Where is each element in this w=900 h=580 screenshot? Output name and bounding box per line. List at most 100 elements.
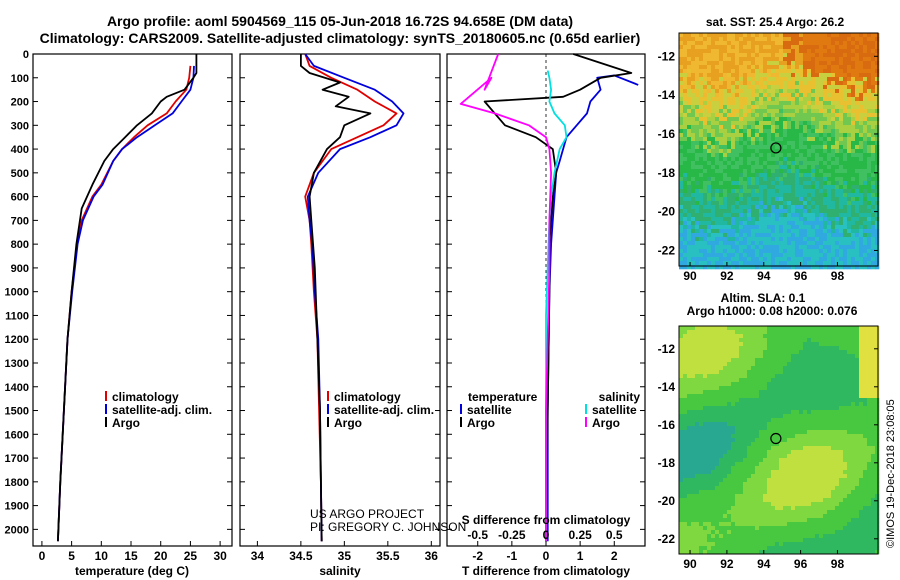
map-cell xyxy=(791,249,796,254)
map-cell xyxy=(803,422,808,427)
map-cell xyxy=(699,129,704,134)
map-cell xyxy=(791,450,796,455)
map-cell xyxy=(847,334,852,339)
map-cell xyxy=(843,173,848,178)
map-cell xyxy=(827,446,832,451)
map-cell xyxy=(823,350,828,355)
map-cell xyxy=(703,426,708,431)
map-cell xyxy=(747,414,752,419)
map-cell xyxy=(751,209,756,214)
map-cell xyxy=(839,221,844,226)
map-cell xyxy=(739,161,744,166)
map-cell xyxy=(735,446,740,451)
header-line1: Argo profile: aoml 5904569_115 05-Jun-20… xyxy=(107,13,573,29)
map-cell xyxy=(755,165,760,170)
map-cell xyxy=(791,237,796,242)
map-cell xyxy=(851,382,856,387)
map-cell xyxy=(875,446,880,451)
map-cell xyxy=(747,253,752,258)
map-cell xyxy=(831,97,836,102)
map-cell xyxy=(863,137,868,142)
map-cell xyxy=(763,49,768,54)
map-cell xyxy=(727,217,732,222)
map-cell xyxy=(847,422,852,427)
map-cell xyxy=(771,113,776,118)
map-cell xyxy=(739,438,744,443)
map-cell xyxy=(767,418,772,423)
map-cell xyxy=(695,338,700,343)
map-cell xyxy=(851,237,856,242)
map-cell xyxy=(699,189,704,194)
map-cell xyxy=(683,169,688,174)
map-cell xyxy=(723,358,728,363)
map-cell xyxy=(679,438,684,443)
map-cell xyxy=(759,85,764,90)
map-cell xyxy=(771,450,776,455)
map-cell xyxy=(791,209,796,214)
map-cell xyxy=(851,249,856,254)
map-cell xyxy=(679,237,684,242)
map-cell xyxy=(695,229,700,234)
map-cell xyxy=(723,205,728,210)
map-cell xyxy=(683,161,688,166)
map-cell xyxy=(791,105,796,110)
map-cell xyxy=(831,125,836,130)
map-cell xyxy=(747,137,752,142)
map-cell xyxy=(731,137,736,142)
map-cell xyxy=(847,153,852,158)
map-cell xyxy=(843,382,848,387)
map-cell xyxy=(787,45,792,50)
map-cell xyxy=(855,382,860,387)
map-cell xyxy=(759,418,764,423)
map-cell xyxy=(751,334,756,339)
map-cell xyxy=(783,49,788,54)
map-cell xyxy=(763,241,768,246)
map-cell xyxy=(815,406,820,411)
map-cell xyxy=(811,141,816,146)
map-cell xyxy=(711,370,716,375)
map-cell xyxy=(739,133,744,138)
map-cell xyxy=(679,454,684,459)
map-cell xyxy=(871,57,876,62)
map-cell xyxy=(831,109,836,114)
map-cell xyxy=(679,354,684,359)
map-cell xyxy=(855,161,860,166)
map-cell xyxy=(819,157,824,162)
map-cell xyxy=(755,370,760,375)
map-cell xyxy=(799,342,804,347)
map-cell xyxy=(707,113,712,118)
map-cell xyxy=(759,33,764,38)
map-cell xyxy=(787,49,792,54)
map-cell xyxy=(723,390,728,395)
map-cell xyxy=(687,229,692,234)
map-cell xyxy=(871,165,876,170)
map-cell xyxy=(747,177,752,182)
map-cell xyxy=(859,398,864,403)
map-cell xyxy=(731,342,736,347)
map-cell xyxy=(783,205,788,210)
map-cell xyxy=(739,89,744,94)
map-cell xyxy=(819,57,824,62)
map-cell xyxy=(731,41,736,46)
map-cell xyxy=(795,153,800,158)
map-cell xyxy=(779,398,784,403)
map-cell xyxy=(679,402,684,407)
map-cell xyxy=(799,326,804,331)
map-cell xyxy=(699,117,704,122)
map-cell xyxy=(743,382,748,387)
map-cell xyxy=(743,430,748,435)
map-cell xyxy=(867,125,872,130)
map-cell xyxy=(871,93,876,98)
map-cell xyxy=(739,45,744,50)
map-cell xyxy=(867,430,872,435)
map-cell xyxy=(719,149,724,154)
depth-tick-label: 200 xyxy=(11,97,29,109)
map-cell xyxy=(819,454,824,459)
map-cell xyxy=(731,65,736,70)
map-cell xyxy=(811,49,816,54)
map-cell xyxy=(707,358,712,363)
map-cell xyxy=(871,410,876,415)
map-cell xyxy=(871,173,876,178)
map-cell xyxy=(683,213,688,218)
